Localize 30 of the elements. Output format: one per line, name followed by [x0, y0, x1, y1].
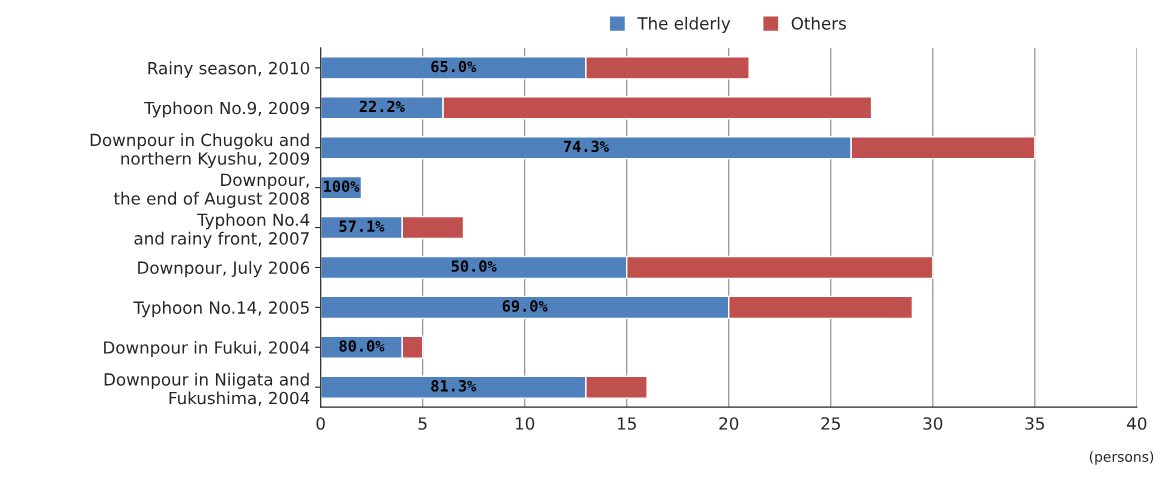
x-tick-label: 40 [1127, 417, 1147, 430]
annotation: 22.2% [359, 100, 405, 112]
x-tick-label: 30 [923, 417, 943, 430]
annotation: 50.0% [451, 260, 497, 272]
y-tick-label: Rainy season, 2010 [148, 61, 310, 78]
y-tick-label: Downpour in Fukui, 2004 [104, 340, 310, 358]
annotation: 80.0% [339, 340, 385, 352]
x-tick-label: 0 [316, 417, 325, 430]
annotation: 100% [324, 180, 360, 193]
y-tick-label: Typhoon No.9, 2009 [144, 101, 310, 118]
annotation: 69.0% [502, 300, 548, 312]
x-tick-label: 25 [821, 417, 840, 430]
y-tick-label: Typhoon No.4 and rainy front, 2007 [134, 213, 310, 248]
annotation: 65.0% [431, 60, 477, 73]
y-tick-label: Downpour in Niigata and Fukushima, 2004 [104, 372, 310, 407]
x-tick-label: 10 [515, 417, 535, 430]
annotation: 74.3% [563, 140, 609, 153]
x-tick-label: 5 [418, 417, 427, 430]
y-tick-label: Downpour, July 2006 [138, 261, 310, 278]
legend-label: Others [791, 16, 846, 30]
x-tick-label: 20 [719, 417, 739, 430]
y-tick-label: Downpour, the end of August 2008 [113, 173, 310, 208]
x-tick-label: 15 [617, 417, 636, 430]
annotation: 57.1% [339, 220, 385, 232]
legend-label: The elderly [637, 16, 731, 33]
y-tick-label: Downpour in Chugoku and northern Kyushu, 2009 [90, 133, 310, 169]
x-axis-title: (persons) [1089, 451, 1154, 465]
y-tick-label: Typhoon No.14, 2005 [133, 301, 309, 318]
x-tick-label: 35 [1025, 417, 1044, 430]
annotation: 81.3% [431, 380, 477, 392]
